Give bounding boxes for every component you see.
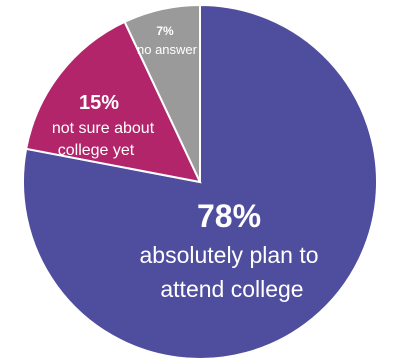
slice-78-text-line-2: attend college	[160, 276, 303, 302]
slice-15-text-line-1: not sure about	[52, 120, 155, 137]
slice-7-percent-label: 7%	[156, 24, 174, 38]
slice-78-text-line-1: absolutely plan to	[139, 242, 318, 268]
slice-7-text-line-1: no answer	[137, 42, 198, 57]
pie-slice-15	[24, 20, 202, 184]
slice-15-percent-label: 15%	[79, 92, 119, 114]
pie-slices	[22, 3, 378, 360]
pie-slice-78	[22, 3, 378, 360]
slice-78-percent-label: 78%	[197, 198, 261, 234]
pie-slice-7	[123, 3, 201, 183]
slice-15-text-line-2: college yet	[58, 142, 135, 159]
